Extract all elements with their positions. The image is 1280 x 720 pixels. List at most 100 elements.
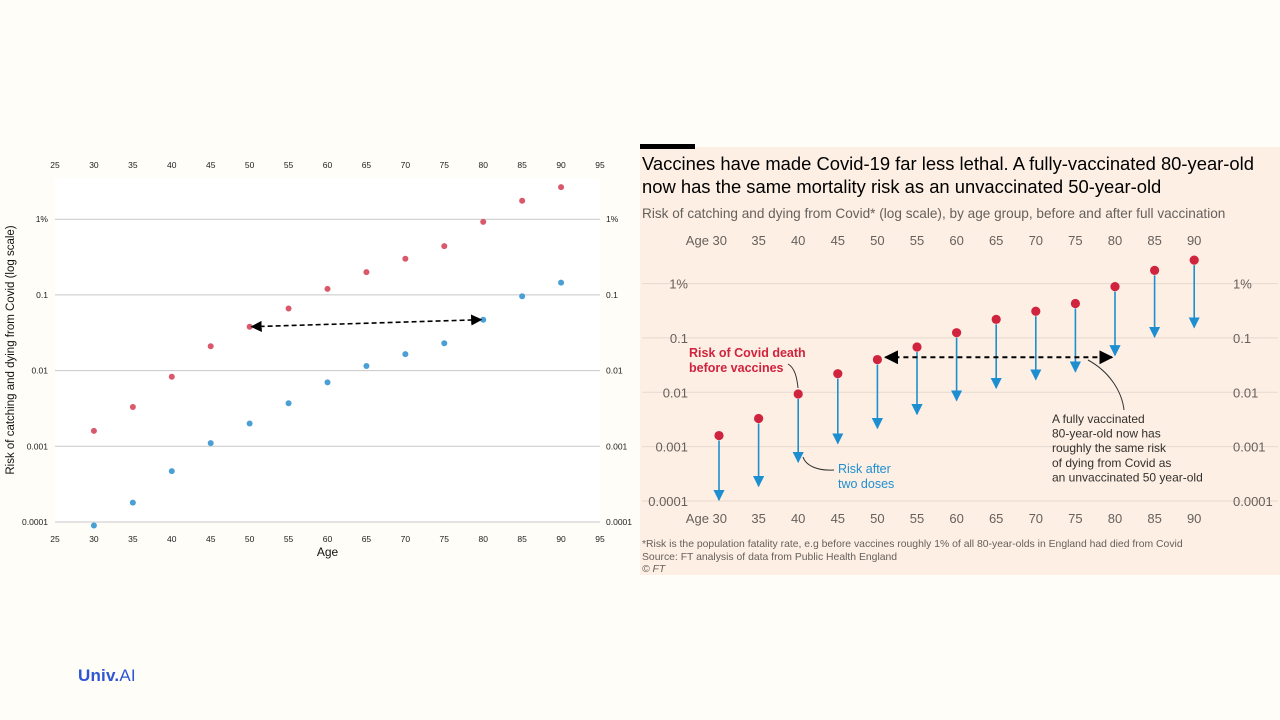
comparison-arrow	[250, 314, 483, 332]
ft-x-tick-top: 80	[1108, 233, 1122, 248]
ft-y-tick-left: 0.1	[670, 331, 688, 346]
left-scatter-chart: 0.0001 0.0001 0.001 0.001 0.01 0.01 0.1 0.1 1% 1%…	[5, 160, 632, 559]
y-tick-label-right: 1%	[606, 214, 619, 224]
annotation-after-line: Risk after	[838, 462, 891, 476]
x-tick-label-bottom: 85	[517, 534, 527, 544]
x-tick-label-bottom: 40	[167, 534, 177, 544]
data-point-before	[207, 343, 214, 350]
x-tick-label-bottom: 60	[323, 534, 333, 544]
data-point-before	[1031, 306, 1041, 316]
data-point-before	[1150, 265, 1160, 275]
ft-credit: © FT	[642, 564, 666, 575]
annotation-before-line: Risk of Covid death	[689, 346, 806, 360]
data-point-before	[285, 305, 292, 312]
x-tick-label-top: 25	[50, 160, 60, 170]
y-tick-label-left: 0.01	[31, 366, 48, 376]
annotation-note-line: roughly the same risk	[1052, 441, 1167, 455]
ft-x-tick-bottom: Age 30	[686, 511, 727, 526]
ft-title-rule	[640, 144, 695, 149]
ft-y-tick-right: 0.0001	[1233, 494, 1273, 509]
y-axis-label: Risk of catching and dying from Covid (l…	[5, 225, 17, 474]
annotation-note-line: of dying from Covid as	[1052, 456, 1171, 470]
y-tick-label-left: 1%	[36, 214, 49, 224]
annotation-note-line: A fully vaccinated	[1052, 412, 1145, 426]
x-tick-label-top: 30	[89, 160, 99, 170]
ft-x-tick-bottom: 85	[1147, 511, 1161, 526]
x-tick-label-bottom: 25	[50, 534, 60, 544]
x-tick-label-top: 70	[401, 160, 411, 170]
x-tick-label-top: 35	[128, 160, 138, 170]
data-point-before	[1189, 255, 1199, 265]
ft-source: Source: FT analysis of data from Public …	[642, 551, 898, 563]
data-point-before	[90, 427, 97, 434]
ft-footnote: *Risk is the population fatality rate, e…	[642, 539, 1183, 550]
x-tick-label-bottom: 80	[478, 534, 488, 544]
annotation-after-line: two doses	[838, 477, 894, 491]
data-point-after	[519, 293, 526, 300]
ft-x-tick-top: 90	[1187, 233, 1201, 248]
data-point-before	[402, 255, 409, 262]
ft-x-tick-top: 50	[870, 233, 884, 248]
y-tick-label-right: 0.001	[606, 441, 628, 451]
ft-chart-title: Vaccines have made Covid-19 far less let…	[642, 153, 1254, 197]
data-point-before	[363, 269, 370, 276]
annotation-before-leader	[787, 363, 799, 389]
data-point-before	[793, 389, 803, 399]
ft-x-tick-top: 35	[751, 233, 765, 248]
ft-x-tick-bottom: 70	[1029, 511, 1043, 526]
x-tick-label-bottom: 65	[362, 534, 372, 544]
ft-y-tick-right: 0.001	[1233, 440, 1266, 455]
data-point-before	[1070, 298, 1080, 309]
ft-x-tick-top: 70	[1029, 233, 1043, 248]
x-tick-label-bottom: 95	[595, 534, 605, 544]
brand-suffix: AI	[119, 666, 136, 685]
data-point-before	[480, 218, 487, 225]
x-tick-label-top: 65	[362, 160, 372, 170]
x-tick-label-top: 85	[517, 160, 527, 170]
y-tick-label-right: 0.1	[606, 290, 618, 300]
data-point-after	[324, 379, 331, 386]
x-tick-label-bottom: 35	[128, 534, 138, 544]
x-tick-label-bottom: 50	[245, 534, 255, 544]
data-point-before	[714, 430, 724, 441]
ft-x-tick-bottom: 80	[1108, 511, 1122, 526]
data-point-before	[912, 342, 922, 352]
x-axis-label: Age	[317, 545, 339, 559]
data-point-before	[991, 314, 1001, 324]
ft-x-tick-top: 60	[949, 233, 963, 248]
data-point-after	[558, 279, 565, 286]
ft-y-tick-right: 1%	[1233, 277, 1252, 292]
ft-x-tick-top: 45	[831, 233, 845, 248]
x-tick-label-bottom: 45	[206, 534, 216, 544]
ft-x-tick-bottom: 35	[751, 511, 765, 526]
data-point-before	[1110, 281, 1120, 292]
data-point-before	[441, 243, 448, 250]
ft-x-tick-bottom: 60	[949, 511, 963, 526]
ft-x-tick-bottom: 45	[831, 511, 845, 526]
ft-x-tick-bottom: 90	[1187, 511, 1201, 526]
data-point-after	[363, 362, 370, 369]
ft-x-tick-top: 65	[989, 233, 1003, 248]
ft-scatter-chart: 0.0001 0.0001 0.001 0.001 0.01 0.01 0.1 0.1 1% 1%…	[642, 233, 1278, 526]
ft-y-tick-left: 0.01	[663, 385, 688, 400]
data-point-after	[129, 499, 136, 506]
data-point-after	[207, 440, 214, 447]
x-tick-label-top: 55	[284, 160, 294, 170]
data-point-after	[168, 468, 175, 475]
ft-x-tick-bottom: 65	[989, 511, 1003, 526]
ft-y-tick-right: 0.1	[1233, 331, 1251, 346]
x-tick-label-top: 40	[167, 160, 177, 170]
y-tick-label-left: 0.1	[36, 290, 48, 300]
brand-sep: .	[114, 666, 120, 685]
x-tick-label-top: 80	[478, 160, 488, 170]
annotation-before-line: before vaccines	[689, 361, 784, 375]
x-tick-label-top: 95	[595, 160, 605, 170]
x-tick-label-top: 45	[206, 160, 216, 170]
x-tick-label-top: 60	[323, 160, 333, 170]
x-tick-label-bottom: 55	[284, 534, 294, 544]
data-point-before	[952, 328, 962, 338]
data-point-after	[441, 340, 448, 347]
y-tick-label-right: 0.01	[606, 366, 623, 376]
data-point-after	[90, 522, 97, 529]
x-tick-label-top: 75	[440, 160, 450, 170]
